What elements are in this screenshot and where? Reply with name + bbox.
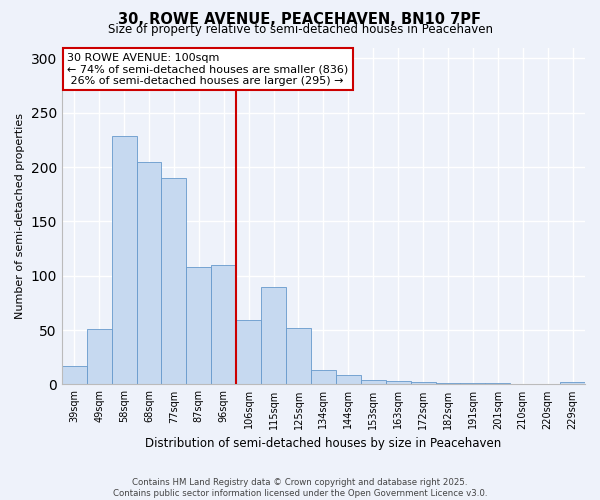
Bar: [286, 328, 311, 384]
Bar: [137, 162, 161, 384]
Bar: [236, 320, 261, 384]
Bar: [211, 265, 236, 384]
Text: Contains HM Land Registry data © Crown copyright and database right 2025.
Contai: Contains HM Land Registry data © Crown c…: [113, 478, 487, 498]
Bar: [560, 382, 585, 384]
Bar: [161, 178, 187, 384]
Bar: [311, 370, 336, 384]
Bar: [410, 382, 436, 384]
Text: 30 ROWE AVENUE: 100sqm
← 74% of semi-detached houses are smaller (836)
 26% of s: 30 ROWE AVENUE: 100sqm ← 74% of semi-det…: [67, 52, 348, 86]
Bar: [361, 380, 386, 384]
Bar: [187, 267, 211, 384]
Text: Size of property relative to semi-detached houses in Peacehaven: Size of property relative to semi-detach…: [107, 24, 493, 36]
Bar: [112, 136, 137, 384]
Bar: [261, 286, 286, 384]
X-axis label: Distribution of semi-detached houses by size in Peacehaven: Distribution of semi-detached houses by …: [145, 437, 502, 450]
Bar: [336, 374, 361, 384]
Text: 30, ROWE AVENUE, PEACEHAVEN, BN10 7PF: 30, ROWE AVENUE, PEACEHAVEN, BN10 7PF: [119, 12, 482, 28]
Bar: [62, 366, 87, 384]
Bar: [87, 329, 112, 384]
Y-axis label: Number of semi-detached properties: Number of semi-detached properties: [15, 113, 25, 319]
Bar: [386, 381, 410, 384]
